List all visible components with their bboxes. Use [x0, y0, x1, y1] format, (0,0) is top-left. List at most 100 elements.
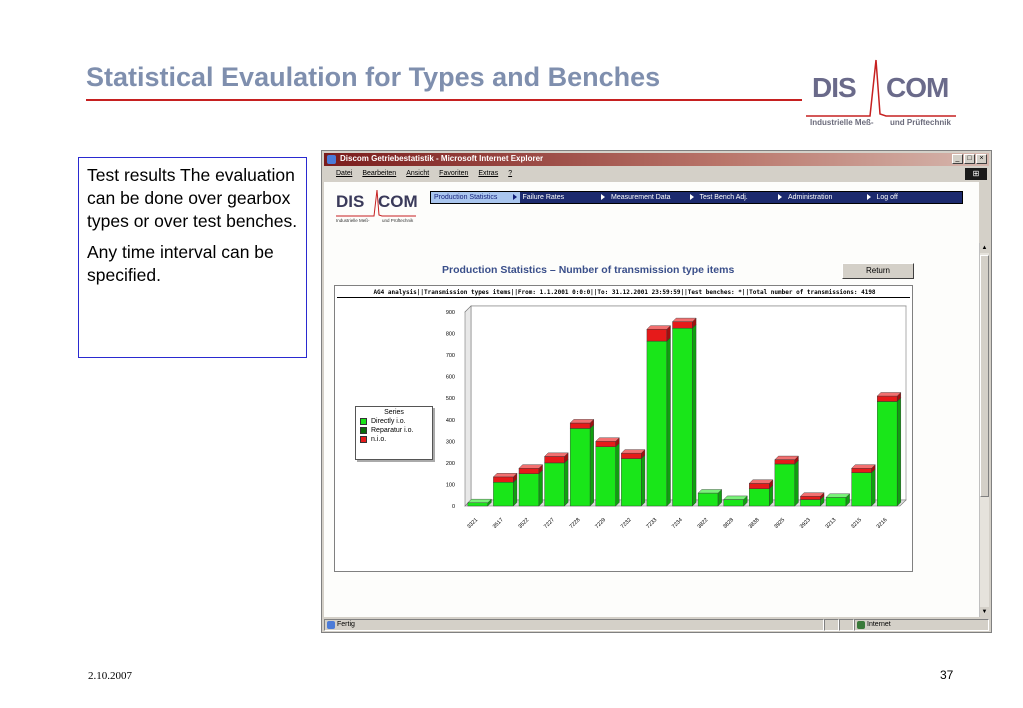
bar-nio — [569, 422, 591, 429]
x-tick-label: 7228 — [569, 517, 582, 530]
bar-nio-top — [569, 419, 595, 424]
maximize-button[interactable]: □ — [964, 154, 975, 164]
x-tick-label: 7227 — [543, 517, 556, 530]
x-tick-label: 3517 — [492, 517, 505, 530]
return-button[interactable]: Return — [842, 263, 914, 279]
nav-label: Production Statistics — [434, 194, 498, 201]
bar-nio-top — [748, 479, 774, 484]
x-tick-label: 3321 — [466, 517, 479, 530]
ie-icon — [327, 155, 336, 164]
bar-nio — [646, 329, 668, 342]
nav-arrow-icon — [778, 194, 782, 200]
legend-label: Directly i.o. — [371, 418, 406, 425]
bar-directly-io — [723, 499, 744, 507]
bar-directly-io — [621, 458, 642, 507]
y-tick-label: 600 — [446, 375, 455, 381]
menu-favoriten[interactable]: Favoriten — [439, 170, 469, 177]
bar-directly-io-top — [467, 498, 492, 503]
bar-nio — [774, 459, 796, 465]
status-bar: Fertig Internet — [324, 619, 989, 631]
bar-nio — [518, 468, 540, 474]
logo-tagline-right: und Prüftechnik — [890, 118, 951, 127]
bar-nio — [800, 496, 821, 500]
bar-nio-top — [518, 464, 544, 469]
browser-window: Discom Getriebestatistik - Microsoft Int… — [321, 150, 992, 633]
bar-nio-top — [851, 464, 876, 469]
legend-label: n.i.o. — [371, 436, 387, 443]
bar-directly-io-top — [723, 495, 748, 500]
bar-directly-io — [877, 401, 898, 507]
bar-directly-io-side — [871, 468, 876, 507]
bar-nio — [851, 468, 872, 473]
menu-extras[interactable]: Extras — [478, 170, 499, 177]
bar-nio-top — [620, 449, 646, 454]
bar-nio — [595, 441, 616, 447]
y-tick-label: 400 — [446, 418, 455, 424]
bar-nio-top — [492, 473, 518, 478]
scroll-down-icon[interactable]: ▼ — [980, 607, 989, 617]
bar-nio-top — [799, 492, 825, 497]
bar-directly-io — [518, 473, 540, 507]
bar-directly-io — [595, 446, 616, 507]
nav-production-statistics[interactable]: Production Statistics — [431, 192, 520, 203]
nav-failure-rates[interactable]: Failure Rates — [520, 192, 609, 203]
nav-measurement-data[interactable]: Measurement Data — [608, 192, 697, 203]
chart-legend: Series Directly i.o. Reparatur i.o. n.i.… — [355, 406, 433, 460]
menu-datei[interactable]: Datei — [336, 170, 353, 177]
legend-item: Directly i.o. — [360, 418, 432, 425]
scroll-up-icon[interactable]: ▲ — [980, 243, 989, 253]
nav-arrow-icon — [866, 194, 871, 200]
nav-arrow-icon — [601, 194, 605, 200]
y-tick-label: 500 — [446, 396, 455, 402]
close-button[interactable]: × — [976, 154, 987, 164]
window-titlebar[interactable]: Discom Getriebestatistik - Microsoft Int… — [324, 153, 989, 166]
logo-dis-text: DIS — [812, 72, 857, 103]
internet-globe-icon — [857, 621, 865, 629]
nav-label: Log off — [876, 194, 898, 201]
window-title: Discom Getriebestatistik - Microsoft Int… — [340, 154, 544, 163]
chart-frame: AG4 analysis||Transmission types items||… — [334, 285, 913, 572]
y-tick-label: 200 — [446, 461, 455, 467]
bar-directly-io-side — [564, 458, 569, 507]
x-tick-label: 3213 — [825, 517, 838, 530]
app-logo: DIS COM Industrielle Meß- und Prüftechni… — [336, 190, 418, 230]
y-tick-label: 800 — [446, 332, 455, 338]
bar-directly-io-side — [615, 442, 620, 507]
status-text-cell: Fertig — [324, 619, 824, 631]
menu-ansicht[interactable]: Ansicht — [406, 170, 430, 177]
title-underline — [86, 99, 802, 101]
nav-label: Measurement Data — [611, 194, 671, 201]
scroll-thumb[interactable] — [980, 255, 989, 497]
menu-help[interactable]: ? — [508, 170, 513, 177]
bar-directly-io — [493, 482, 514, 507]
nav-test-bench-adj[interactable]: Test Bench Adj. — [697, 192, 786, 203]
x-tick-label: 3216 — [876, 517, 889, 530]
bar-directly-io-side — [538, 469, 543, 507]
content-title: Production Statistics – Number of transm… — [442, 264, 735, 276]
bar-nio — [749, 483, 770, 489]
legend-item: Reparatur i.o. — [360, 427, 432, 434]
page-number: 37 — [940, 668, 954, 682]
bar-directly-io — [569, 428, 591, 507]
bar-nio — [621, 452, 642, 459]
minimize-button[interactable]: _ — [952, 154, 963, 164]
app-logo-signal-icon — [336, 190, 416, 217]
discom-logo: DIS COM Industrielle Meß- und Prüftechni… — [806, 56, 956, 132]
logo-tagline-left: Industrielle Meß- — [810, 118, 874, 127]
description-paragraph: Any time interval can be specified. — [87, 242, 274, 285]
bar-nio-top — [774, 455, 799, 460]
legend-swatch — [360, 418, 367, 425]
menu-bearbeiten[interactable]: Bearbeiten — [362, 170, 397, 177]
x-tick-label: 3838 — [748, 517, 761, 530]
bar-directly-io-side — [666, 337, 671, 507]
page-icon — [327, 621, 335, 629]
nav-arrow-icon — [512, 194, 517, 200]
nav-administration[interactable]: Administration — [785, 192, 874, 203]
vertical-scrollbar[interactable]: ▲ ▼ — [979, 243, 989, 617]
x-tick-label: 3923 — [799, 517, 812, 530]
plot-left-wall — [464, 305, 472, 507]
chart-header-rule — [337, 297, 910, 298]
footer-date: 2.10.2007 — [88, 670, 132, 682]
nav-log-off[interactable]: Log off — [874, 192, 963, 203]
